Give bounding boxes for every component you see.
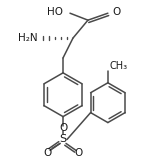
Text: O: O [59,123,67,132]
Text: CH₃: CH₃ [110,61,128,71]
Text: S: S [59,134,67,144]
Text: O: O [75,148,83,158]
Text: O: O [43,148,51,158]
Text: HO: HO [47,7,63,17]
Text: H₂N: H₂N [17,33,37,43]
Text: O: O [113,7,121,17]
